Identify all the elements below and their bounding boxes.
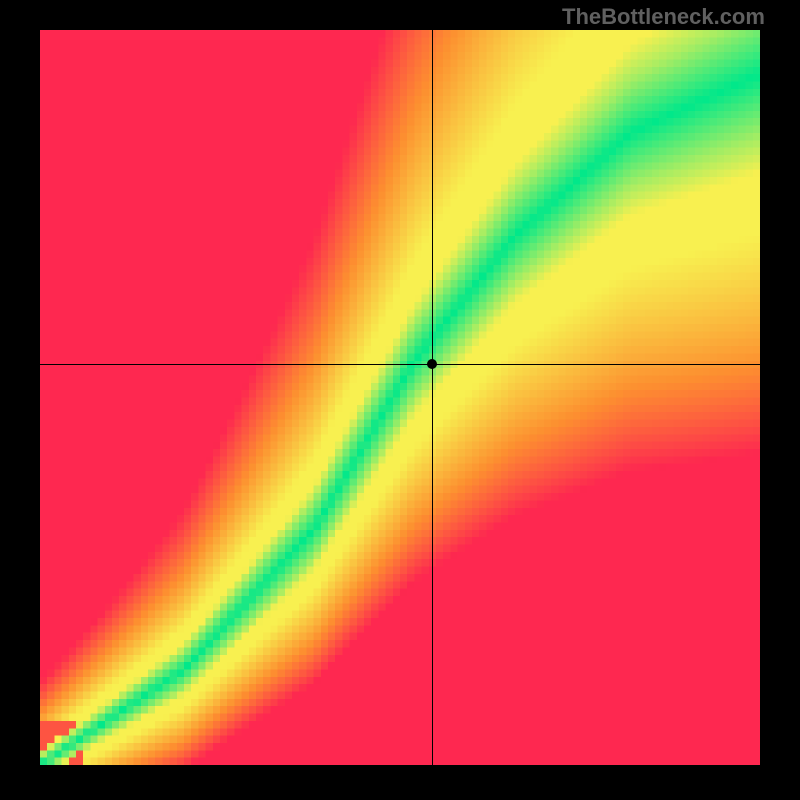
crosshair-horizontal xyxy=(40,364,760,365)
chart-container: TheBottleneck.com xyxy=(0,0,800,800)
bottleneck-heatmap xyxy=(40,30,760,765)
watermark-text: TheBottleneck.com xyxy=(562,4,765,30)
crosshair-vertical xyxy=(432,30,433,765)
